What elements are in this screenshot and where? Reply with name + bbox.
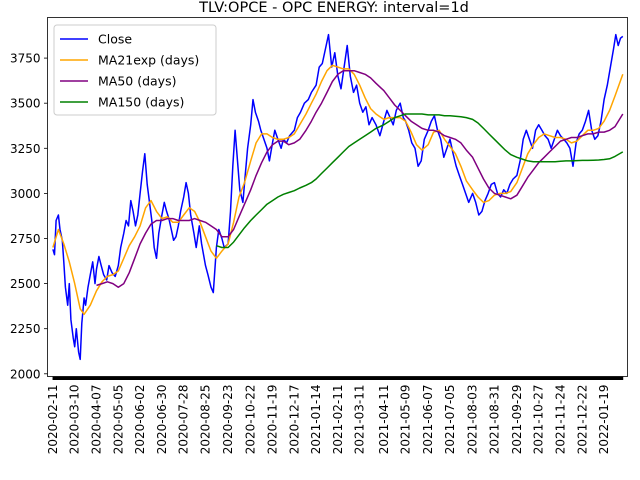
y-tick-label: 3250 (10, 142, 41, 156)
x-tick-label: 2020-06-30 (155, 385, 169, 455)
legend-label: MA21exp (days) (98, 53, 199, 68)
x-tick-label: 2020-02-11 (46, 385, 60, 455)
y-tick-label: 2250 (10, 322, 41, 336)
x-tick-label: 2021-10-27 (532, 385, 546, 455)
x-tick-label: 2021-08-31 (487, 385, 501, 455)
series-line-4 (216, 113, 624, 249)
y-tick-label: 2500 (10, 277, 41, 291)
y-axis: 2000 2250 2500 2750 3000 3250 3500 3750 (10, 52, 48, 381)
x-tick-label: 2021-05-09 (399, 385, 413, 455)
y-tick-label: 2000 (10, 367, 41, 381)
chart-title: TLV:OPCE - OPC ENERGY: interval=1d (198, 0, 469, 16)
x-tick-label: 2020-10-22 (244, 385, 258, 455)
y-tick-label: 3500 (10, 97, 41, 111)
x-tick-label: 2020-08-25 (199, 385, 213, 455)
x-tick-label: 2021-09-29 (510, 385, 524, 455)
legend-label: MA150 (days) (98, 95, 184, 110)
x-tick-label: 2020-09-23 (221, 385, 235, 455)
legend: Close MA21exp (days) MA50 (days) MA150 (day… (53, 24, 217, 116)
legend-label: Close (98, 32, 132, 47)
x-tick-label: 2020-07-28 (177, 385, 191, 455)
series-line-1 (52, 33, 624, 361)
x-tick-label: 2020-05-05 (111, 385, 125, 455)
series-layer (52, 33, 624, 361)
y-tick-label: 3000 (10, 187, 41, 201)
x-tick-label: 2021-08-03 (466, 385, 480, 455)
x-tick-label: 2021-04-11 (377, 385, 391, 455)
x-tick-label: 2021-07-05 (443, 385, 457, 455)
x-tick-label: 2021-01-14 (309, 385, 323, 455)
x-tick-label: 2021-11-24 (554, 385, 568, 455)
y-tick-label: 2750 (10, 232, 41, 246)
y-tick-label: 3750 (10, 52, 41, 66)
x-tick-label: 2021-02-11 (331, 385, 345, 455)
legend-box (53, 24, 217, 116)
x-tick-label: 2021-03-11 (353, 385, 367, 455)
series-line-3 (96, 69, 624, 288)
x-tick-label: 2020-11-19 (265, 385, 279, 455)
series-line-2 (52, 64, 624, 316)
x-tick-marks (52, 376, 624, 380)
x-tick-label: 2021-06-07 (421, 385, 435, 455)
x-tick-label: 2022-01-19 (597, 385, 611, 455)
x-tick-label: 2021-12-22 (575, 385, 589, 455)
legend-label: MA50 (days) (98, 74, 176, 89)
x-tick-label: 2020-06-02 (133, 385, 147, 455)
x-axis: 2020-02-11 2020-03-10 2020-04-07 2020-05-05… (46, 376, 624, 455)
x-tick-label: 2020-12-17 (287, 385, 301, 455)
x-tick-label: 2020-03-10 (68, 385, 82, 455)
x-tick-label: 2020-04-07 (90, 385, 104, 455)
